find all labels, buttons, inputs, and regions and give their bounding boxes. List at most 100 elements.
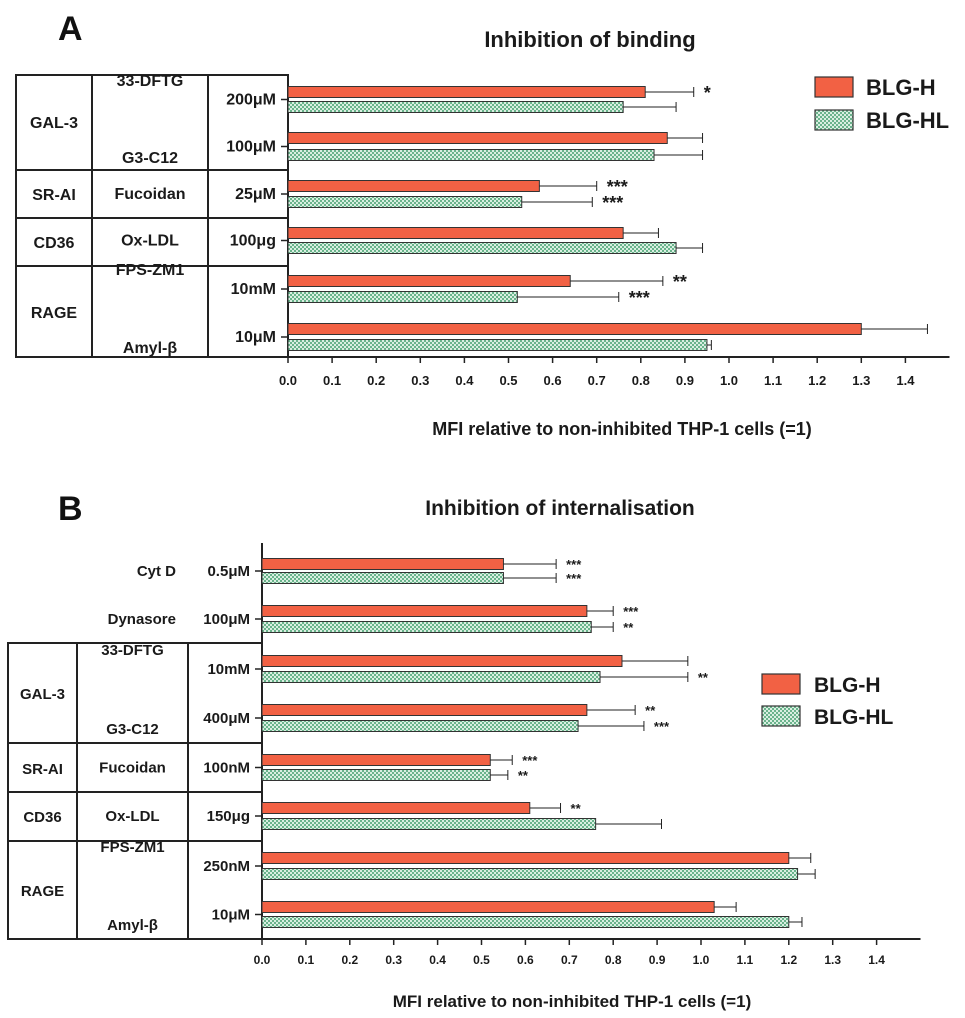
inhibitor-label: Cyt D [137,563,176,580]
inhibitor-label: Ox-LDL [121,233,179,250]
x-tick-label: 0.1 [298,953,315,967]
dose-label: 10mM [231,281,276,298]
x-tick-label: 0.4 [429,953,446,967]
inhibitor-label: Fucoidan [99,760,166,777]
x-tick-label: 0.9 [649,953,666,967]
significance-mark: *** [629,288,650,308]
x-tick-label: 1.2 [808,373,826,388]
x-tick-label: 0.0 [254,953,271,967]
bar-blg-hl [287,101,624,113]
x-tick-label: 0.4 [455,373,474,388]
x-tick-label: 0.6 [544,373,562,388]
dose-label: 10mM [207,661,250,678]
x-tick-label: 0.9 [676,373,694,388]
legend-label-blg-hl: BLG-HL [814,706,893,729]
panel-letter-a: A [58,10,83,48]
significance-mark: ** [673,272,687,292]
significance-mark: *** [566,557,582,572]
bar-blg-h [287,132,668,144]
x-tick-label: 0.5 [473,953,490,967]
significance-mark: *** [522,753,538,768]
dose-label: 250nM [203,858,250,875]
bar-blg-h [261,852,790,864]
dose-label: 200μM [226,92,276,109]
dose-label: 25μM [235,186,276,203]
receptor-label: GAL-3 [30,115,78,132]
x-tick-label: 1.2 [780,953,797,967]
x-tick-label: 1.0 [693,953,710,967]
x-tick-label: 1.3 [824,953,841,967]
bar-blg-hl [261,769,491,781]
bar-blg-h [261,754,491,766]
bar-blg-hl [261,671,601,683]
bar-blg-h [287,180,540,192]
receptor-label: SR-AI [32,187,76,204]
x-tick-label: 0.3 [385,953,402,967]
legend-swatch-blg-h [761,673,801,695]
significance-mark: *** [602,193,623,213]
receptor-table-frame [15,74,289,358]
legend-label-blg-h: BLG-H [814,674,881,697]
bar-blg-hl [287,196,523,208]
receptor-label: CD36 [23,809,61,826]
inhibitor-label: FPS-ZM1 [116,262,185,279]
x-tick-label: 0.1 [323,373,341,388]
bar-blg-h [261,605,588,617]
inhibitor-label: Amyl-β [107,917,158,934]
inhibitor-label: G3-C12 [122,150,178,167]
bar-blg-h [287,275,571,287]
x-tick-label: 0.7 [561,953,578,967]
legend-swatch-blg-hl [814,109,854,131]
dose-label: 150μg [207,808,250,825]
inhibitor-label: 33-DFTG [101,642,164,659]
bar-blg-h [261,558,504,570]
bar-blg-h [261,901,715,913]
bar-blg-hl [287,339,708,351]
receptor-label: RAGE [31,305,78,322]
significance-mark: ** [645,703,656,718]
significance-mark: * [704,83,711,103]
inhibitor-label: Ox-LDL [105,808,159,825]
bar-blg-h [287,227,624,239]
significance-mark: ** [571,801,582,816]
x-tick-label: 1.3 [852,373,870,388]
inhibitor-label: 33-DFTG [117,73,184,90]
chart-title: Inhibition of internalisation [425,497,694,520]
dose-label: 400μM [203,710,250,727]
bar-blg-hl [261,868,799,880]
bar-blg-hl [261,916,790,928]
significance-mark: *** [654,719,670,734]
x-tick-label: 0.8 [632,373,650,388]
dose-label: 100μg [230,233,276,250]
panel-letter-b: B [58,490,83,528]
chart-panel-b: Inhibition of internalisation 0.0 0.1 0.2 0.… [7,497,921,1011]
receptor-label: GAL-3 [20,686,65,703]
significance-mark: *** [607,177,628,197]
dose-label: 100μM [203,611,250,628]
dose-label: 100nM [203,760,250,777]
inhibitor-label: G3-C12 [106,721,159,738]
bar-blg-h [261,704,588,716]
significance-mark: ** [518,768,529,783]
chart-title: Inhibition of binding [484,27,695,52]
significance-mark: *** [623,604,639,619]
x-tick-label: 0.8 [605,953,622,967]
inhibitor-label: Amyl-β [123,340,177,357]
x-tick-label: 0.3 [411,373,429,388]
x-tick-label: 0.2 [367,373,385,388]
inhibitor-label: FPS-ZM1 [100,839,164,856]
bar-blg-hl [287,149,655,161]
receptor-label: CD36 [34,235,75,252]
x-tick-label: 1.0 [720,373,738,388]
bar-blg-h [261,802,531,814]
legend-label-blg-hl: BLG-HL [866,108,949,133]
dose-label: 10μM [235,329,276,346]
x-axis-label: MFI relative to non-inhibited THP-1 cell… [432,419,812,439]
inhibitor-label: Dynasore [108,611,176,628]
bar-blg-hl [287,291,518,303]
x-tick-label: 1.4 [896,373,915,388]
chart-panel-a: Inhibition of binding 0.0 0.1 0.2 0.3 0.4 0.5 0… [15,27,950,439]
significance-mark: ** [623,620,634,635]
x-axis-label: MFI relative to non-inhibited THP-1 cell… [393,992,751,1011]
